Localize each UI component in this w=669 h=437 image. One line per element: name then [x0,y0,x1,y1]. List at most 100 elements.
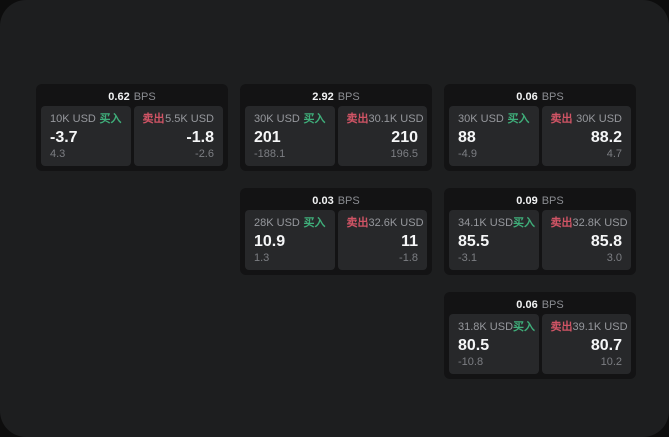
buy-change: 1.3 [254,252,270,264]
quote-card: 0.03 BPS 28K USD 买入 10.9 1.3 卖出 32.6K USD [240,188,432,275]
buy-price: 85.5 [458,233,490,250]
quote-cards-grid: 0.62 BPS 10K USD 买入 -3.7 4.3 卖出 5.5K USD [36,84,636,379]
sell-change: -2.6 [195,148,214,160]
sell-top-row: 卖出 30.1K USD [346,113,424,126]
sell-panel[interactable]: 卖出 5.5K USD -1.8 -2.6 [133,106,223,166]
quote-panels: 28K USD 买入 10.9 1.3 卖出 32.6K USD 11 -1.8 [245,210,427,270]
buy-amount: 10K USD [50,113,96,125]
buy-change: -10.8 [458,356,484,368]
buy-price: 80.5 [458,337,490,354]
buy-amount: 34.1K USD [458,217,514,229]
buy-top-row: 10K USD 买入 [50,113,122,126]
buy-side-label: 买入 [303,217,326,229]
quote-card: 0.09 BPS 34.1K USD 买入 85.5 -3.1 卖出 32.8K … [444,188,636,275]
sell-price: 85.8 [590,233,622,250]
bps-unit-label: BPS [541,299,564,311]
sell-side-label: 卖出 [550,113,573,125]
sell-side-label: 卖出 [550,217,573,229]
buy-panel[interactable]: 34.1K USD 买入 85.5 -3.1 [449,210,539,270]
card-header: 0.06 BPS [449,88,631,106]
buy-panel[interactable]: 30K USD 买入 201 -188.1 [245,106,335,166]
bps-unit-label: BPS [541,91,564,103]
buy-side-label: 买入 [513,321,536,333]
buy-price: 10.9 [254,233,286,250]
sell-amount: 32.6K USD [368,217,424,229]
sell-price: 210 [391,129,418,146]
buy-change: -188.1 [254,148,286,160]
buy-change: 4.3 [50,148,66,160]
sell-top-row: 卖出 32.8K USD [550,217,628,230]
bps-unit-label: BPS [133,91,156,103]
quote-card: 0.06 BPS 31.8K USD 买入 80.5 -10.8 卖出 39.1K… [444,292,636,379]
sell-top-row: 卖出 30K USD [551,113,623,126]
buy-change: -3.1 [458,252,477,264]
buy-top-row: 31.8K USD 买入 [458,321,535,334]
sell-change: 3.0 [606,252,622,264]
bps-value: 0.09 [516,195,538,207]
sell-amount: 32.8K USD [572,217,628,229]
bps-value: 0.06 [516,299,538,311]
buy-price: 201 [254,129,281,146]
buy-price: -3.7 [50,129,78,146]
sell-price: 11 [401,233,418,250]
quote-card: 0.62 BPS 10K USD 买入 -3.7 4.3 卖出 5.5K USD [36,84,228,171]
buy-side-label: 买入 [513,217,536,229]
quote-card: 2.92 BPS 30K USD 买入 201 -188.1 卖出 30.1K U… [240,84,432,171]
buy-top-row: 30K USD 买入 [254,113,326,126]
quote-panels: 30K USD 买入 201 -188.1 卖出 30.1K USD 210 1… [245,106,427,166]
buy-side-label: 买入 [303,113,326,125]
sell-price: 88.2 [590,129,622,146]
buy-amount: 30K USD [254,113,300,125]
sell-change: -1.8 [399,252,418,264]
buy-change: -4.9 [458,148,477,160]
buy-top-row: 34.1K USD 买入 [458,217,535,230]
buy-side-label: 买入 [99,113,122,125]
buy-panel[interactable]: 30K USD 买入 88 -4.9 [449,106,539,166]
buy-amount: 28K USD [254,217,300,229]
quote-card: 0.06 BPS 30K USD 买入 88 -4.9 卖出 30K USD [444,84,636,171]
card-header: 0.62 BPS [41,88,223,106]
sell-amount: 5.5K USD [165,113,214,125]
buy-top-row: 30K USD 买入 [458,113,530,126]
sell-panel[interactable]: 卖出 32.8K USD 85.8 3.0 [541,210,631,270]
buy-panel[interactable]: 10K USD 买入 -3.7 4.3 [41,106,131,166]
sell-change: 10.2 [600,356,622,368]
sell-top-row: 卖出 5.5K USD [143,113,215,126]
sell-panel[interactable]: 卖出 30.1K USD 210 196.5 [337,106,427,166]
buy-side-label: 买入 [507,113,530,125]
buy-price: 88 [458,129,476,146]
sell-change: 4.7 [606,148,622,160]
bps-unit-label: BPS [541,195,564,207]
sell-panel[interactable]: 卖出 32.6K USD 11 -1.8 [337,210,427,270]
sell-side-label: 卖出 [346,217,369,229]
sell-side-label: 卖出 [142,113,165,125]
buy-amount: 30K USD [458,113,504,125]
card-header: 0.09 BPS [449,192,631,210]
sell-side-label: 卖出 [346,113,369,125]
bps-value: 0.62 [108,91,130,103]
card-header: 0.03 BPS [245,192,427,210]
quote-panels: 10K USD 买入 -3.7 4.3 卖出 5.5K USD -1.8 -2.… [41,106,223,166]
sell-price: -1.8 [186,129,214,146]
sell-panel[interactable]: 卖出 30K USD 88.2 4.7 [541,106,631,166]
sell-change: 196.5 [390,148,418,160]
bps-unit-label: BPS [337,91,360,103]
buy-amount: 31.8K USD [458,321,514,333]
sell-top-row: 卖出 32.6K USD [346,217,424,230]
sell-side-label: 卖出 [550,321,573,333]
quote-panels: 30K USD 买入 88 -4.9 卖出 30K USD 88.2 4.7 [449,106,631,166]
buy-panel[interactable]: 28K USD 买入 10.9 1.3 [245,210,335,270]
buy-panel[interactable]: 31.8K USD 买入 80.5 -10.8 [449,314,539,374]
sell-amount: 30.1K USD [368,113,424,125]
sell-top-row: 卖出 39.1K USD [550,321,628,334]
sell-panel[interactable]: 卖出 39.1K USD 80.7 10.2 [541,314,631,374]
bps-unit-label: BPS [337,195,360,207]
sell-amount: 39.1K USD [572,321,628,333]
bps-value: 2.92 [312,91,334,103]
quote-panels: 31.8K USD 买入 80.5 -10.8 卖出 39.1K USD 80.… [449,314,631,374]
bps-value: 0.06 [516,91,538,103]
card-header: 2.92 BPS [245,88,427,106]
buy-top-row: 28K USD 买入 [254,217,326,230]
sell-price: 80.7 [590,337,622,354]
